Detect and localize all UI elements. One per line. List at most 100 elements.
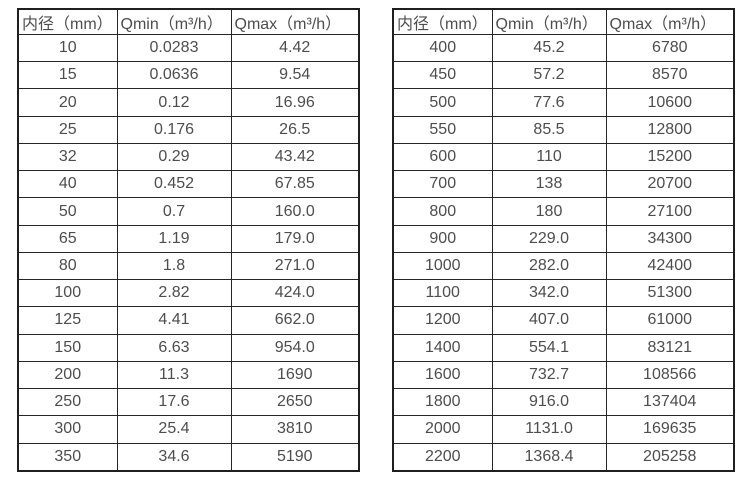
table-row: 250 17.6 2650 — [17, 388, 360, 417]
table-cell: 50 — [17, 197, 118, 226]
header-row: 内径（mm） Qmin（m³/h） Qmax（m³/h） — [17, 8, 360, 35]
table-cell: 2.82 — [116, 279, 232, 308]
table-cell: 342.0 — [491, 279, 607, 308]
table-cell: 77.6 — [491, 88, 607, 117]
table-cell: 110 — [491, 142, 607, 172]
table-cell: 1.19 — [116, 224, 232, 253]
table-cell: 2000 — [392, 415, 493, 444]
table-cell: 32 — [17, 142, 118, 172]
table-row: 1100 342.0 51300 — [392, 279, 735, 308]
table-cell: 26.5 — [230, 115, 360, 144]
table-row: 1600 732.7 108566 — [392, 360, 735, 390]
table-row: 80 1.8 271.0 — [17, 251, 360, 281]
table-cell: 34300 — [605, 224, 735, 253]
table-cell: 0.7 — [116, 197, 232, 226]
table-cell: 160.0 — [230, 197, 360, 226]
table-row: 900 229.0 34300 — [392, 224, 735, 253]
table-row: 600 110 15200 — [392, 142, 735, 172]
table-cell: 108566 — [605, 360, 735, 390]
table-row: 65 1.19 179.0 — [17, 224, 360, 253]
table-cell: 350 — [17, 442, 118, 472]
table-cell: 27100 — [605, 197, 735, 226]
table-cell: 250 — [17, 388, 118, 417]
table-cell: 8570 — [605, 61, 735, 90]
table-cell: 0.0636 — [116, 61, 232, 90]
table-cell: 40 — [17, 170, 118, 199]
table-row: 350 34.6 5190 — [17, 442, 360, 472]
table-cell: 400 — [392, 33, 493, 63]
table-row: 450 57.2 8570 — [392, 61, 735, 90]
table-row: 700 138 20700 — [392, 170, 735, 199]
column-header: Qmax（m³/h） — [230, 8, 360, 35]
table-row: 50 0.7 160.0 — [17, 197, 360, 226]
table-row: 1400 554.1 83121 — [392, 333, 735, 362]
table-cell: 16.96 — [230, 88, 360, 117]
table-cell: 25.4 — [116, 415, 232, 444]
table-cell: 600 — [392, 142, 493, 172]
table-row: 500 77.6 10600 — [392, 88, 735, 117]
table-cell: 179.0 — [230, 224, 360, 253]
table-row: 800 180 27100 — [392, 197, 735, 226]
table-cell: 662.0 — [230, 306, 360, 335]
table-cell: 85.5 — [491, 115, 607, 144]
table-cell: 0.176 — [116, 115, 232, 144]
table-cell: 900 — [392, 224, 493, 253]
table-cell: 43.42 — [230, 142, 360, 172]
column-header: Qmax（m³/h） — [605, 8, 735, 35]
table-cell: 11.3 — [116, 360, 232, 390]
table-cell: 0.452 — [116, 170, 232, 199]
table-row: 15 0.0636 9.54 — [17, 61, 360, 90]
table-cell: 1690 — [230, 360, 360, 390]
table-cell: 1800 — [392, 388, 493, 417]
table-cell: 271.0 — [230, 251, 360, 281]
table-cell: 1000 — [392, 251, 493, 281]
table-row: 550 85.5 12800 — [392, 115, 735, 144]
table-cell: 300 — [17, 415, 118, 444]
table-cell: 67.85 — [230, 170, 360, 199]
table-cell: 15 — [17, 61, 118, 90]
table-cell: 51300 — [605, 279, 735, 308]
table-cell: 10600 — [605, 88, 735, 117]
table-cell: 1.8 — [116, 251, 232, 281]
table-row: 125 4.41 662.0 — [17, 306, 360, 335]
table-cell: 1100 — [392, 279, 493, 308]
table-row: 1000 282.0 42400 — [392, 251, 735, 281]
table-cell: 550 — [392, 115, 493, 144]
table-cell: 138 — [491, 170, 607, 199]
table-cell: 954.0 — [230, 333, 360, 362]
table-cell: 282.0 — [491, 251, 607, 281]
table-row: 2000 1131.0 169635 — [392, 415, 735, 444]
table-row: 200 11.3 1690 — [17, 360, 360, 390]
table-row: 32 0.29 43.42 — [17, 142, 360, 172]
table-cell: 65 — [17, 224, 118, 253]
table-cell: 42400 — [605, 251, 735, 281]
table-cell: 0.12 — [116, 88, 232, 117]
table-cell: 9.54 — [230, 61, 360, 90]
table-cell: 407.0 — [491, 306, 607, 335]
table-cell: 6.63 — [116, 333, 232, 362]
table-cell: 800 — [392, 197, 493, 226]
table-row: 300 25.4 3810 — [17, 415, 360, 444]
header-row: 内径（mm） Qmin（m³/h） Qmax（m³/h） — [392, 8, 735, 35]
table-cell: 100 — [17, 279, 118, 308]
table-cell: 1400 — [392, 333, 493, 362]
flow-spec-table-large-diameters: 内径（mm） Qmin（m³/h） Qmax（m³/h） 400 45.2 6780 45… — [392, 8, 735, 472]
table-cell: 1600 — [392, 360, 493, 390]
table-cell: 3810 — [230, 415, 360, 444]
table-cell: 180 — [491, 197, 607, 226]
column-header: Qmin（m³/h） — [116, 8, 232, 35]
table-cell: 205258 — [605, 442, 735, 472]
flow-spec-table-small-diameters: 内径（mm） Qmin（m³/h） Qmax（m³/h） 10 0.0283 4.42 1… — [17, 8, 360, 472]
table-cell: 229.0 — [491, 224, 607, 253]
table-cell: 1200 — [392, 306, 493, 335]
table-cell: 2200 — [392, 442, 493, 472]
table-cell: 916.0 — [491, 388, 607, 417]
table-cell: 57.2 — [491, 61, 607, 90]
table-row: 20 0.12 16.96 — [17, 88, 360, 117]
table-cell: 732.7 — [491, 360, 607, 390]
table-cell: 20700 — [605, 170, 735, 199]
table-cell: 1131.0 — [491, 415, 607, 444]
table-cell: 0.29 — [116, 142, 232, 172]
table-cell: 61000 — [605, 306, 735, 335]
table-cell: 15200 — [605, 142, 735, 172]
